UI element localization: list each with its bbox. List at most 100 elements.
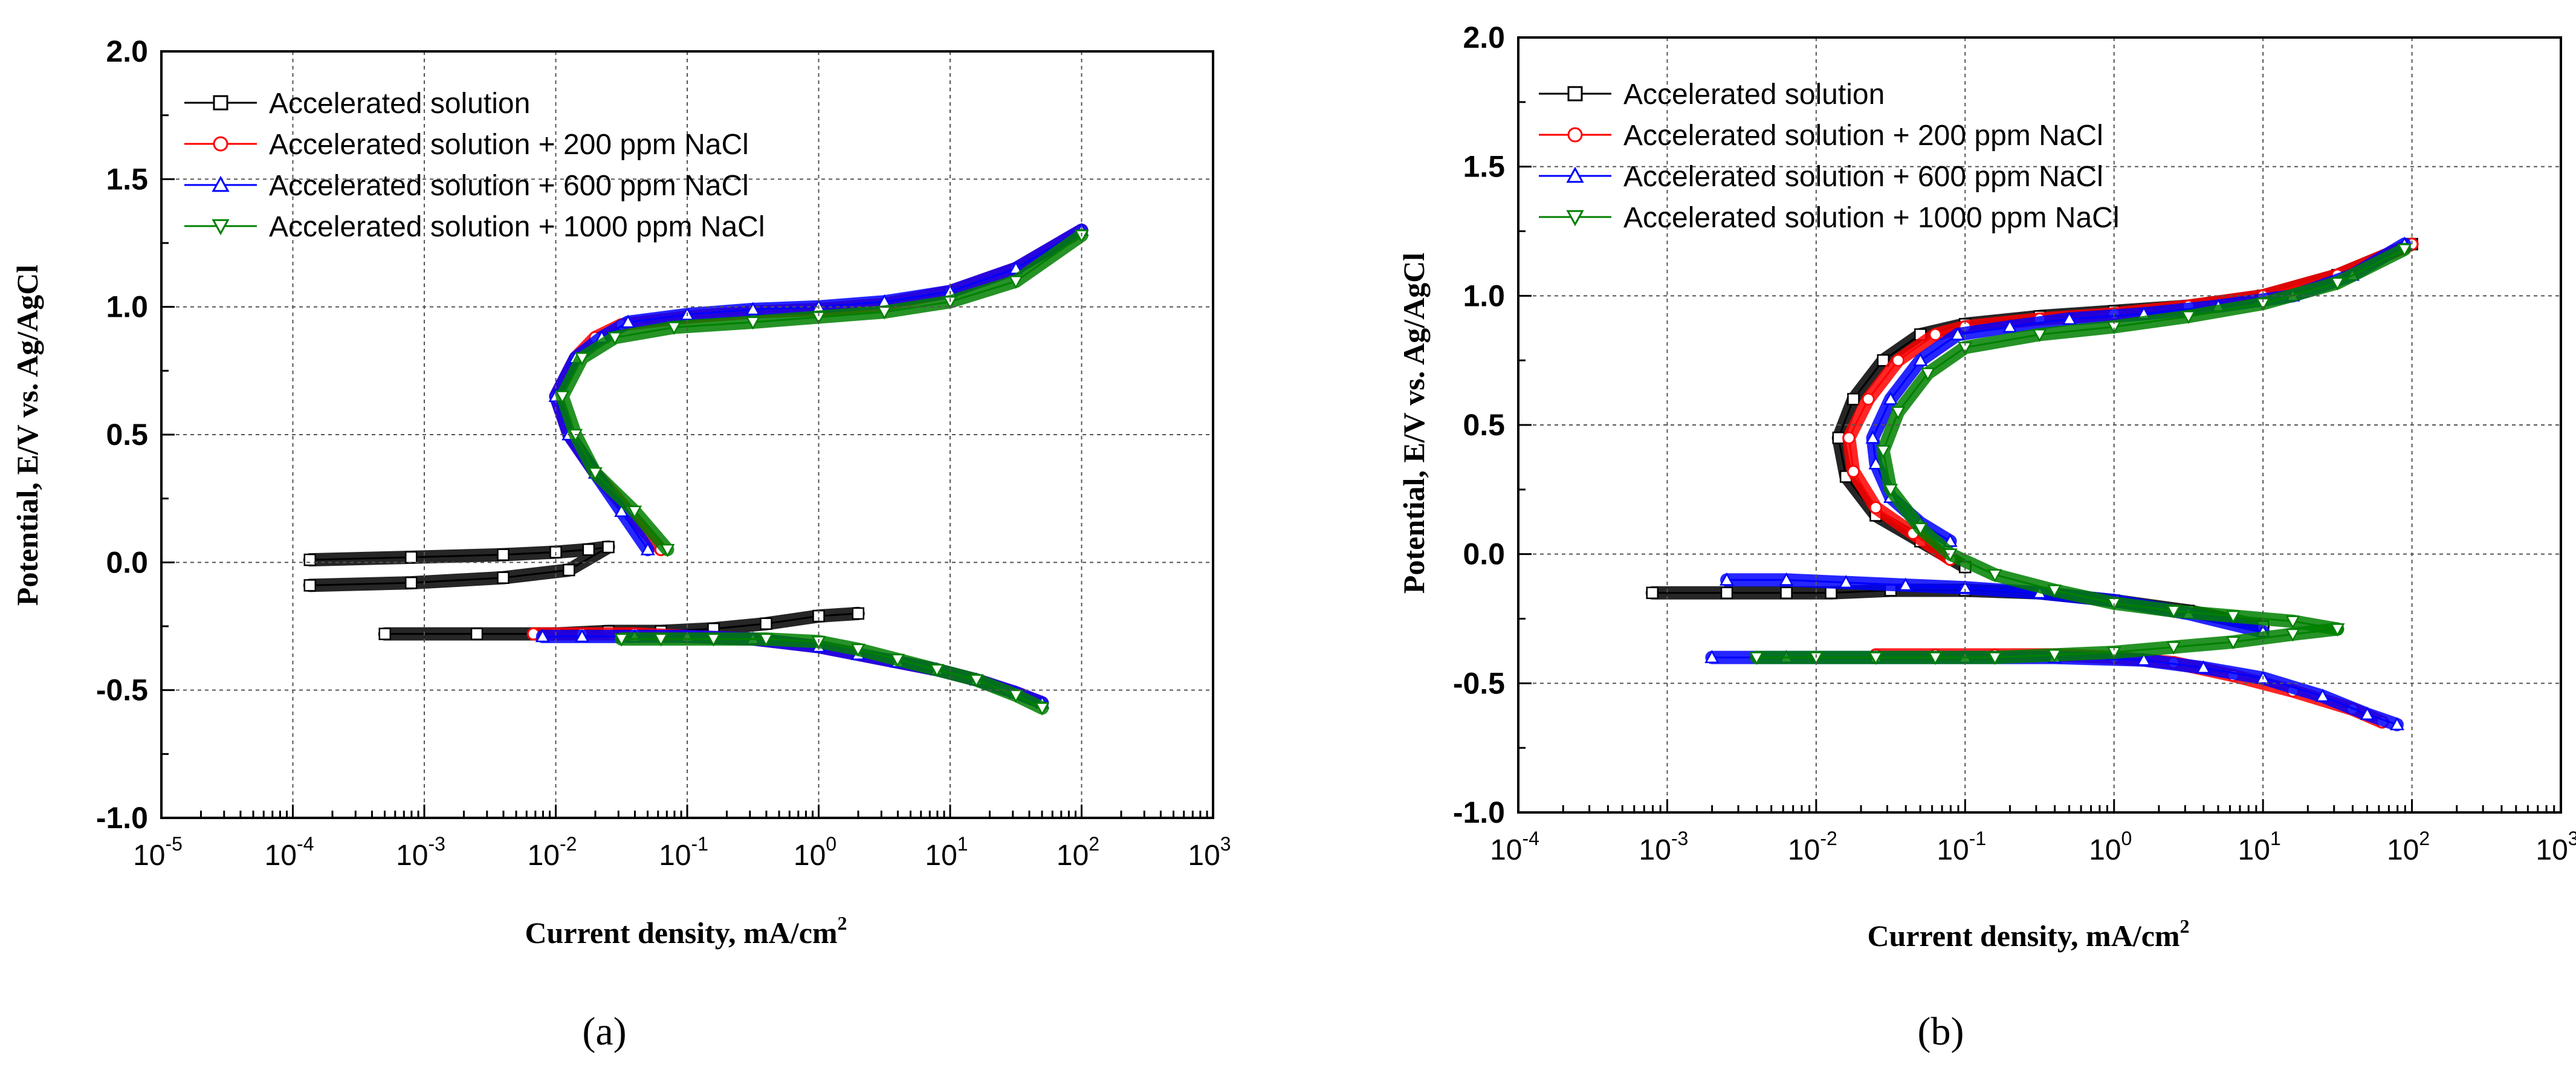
chart-b-y-ticks: -1.0 -0.5 0.0 0.5 1.0 1.5 2.0: [1453, 21, 1532, 829]
data-point: [811, 311, 826, 325]
data-point: [405, 551, 418, 564]
data-point: [1779, 572, 1794, 586]
chart-b-xlabel-sup: 2: [2180, 915, 2190, 937]
legend-label: Accelerated solution: [269, 88, 530, 120]
data-point: [2181, 311, 2196, 325]
data-point: [378, 627, 391, 640]
data-point-marker: [667, 322, 682, 335]
legend-marker-shape: [1567, 86, 1583, 102]
x-tick-label: 10-1: [1937, 828, 1986, 866]
legend-marker: [213, 95, 228, 111]
data-point: [2315, 689, 2330, 702]
data-point-marker: [1883, 484, 1898, 497]
data-point-marker: [1868, 456, 1883, 470]
data-point-marker: [930, 664, 945, 678]
data-point: [2225, 636, 2241, 650]
data-point: [2225, 610, 2241, 624]
panel-label-b: (b): [1918, 1010, 1964, 1054]
data-point: [942, 296, 958, 310]
data-point-marker: [1865, 430, 1880, 444]
y-tick-label: 0.5: [106, 418, 148, 452]
data-point-marker: [563, 563, 575, 577]
data-point: [303, 579, 317, 592]
chart-a-legend: Accelerated solution Accelerated solution…: [184, 88, 765, 243]
x-tick-base: 10: [1188, 840, 1220, 872]
data-point-marker: [1008, 689, 1023, 703]
data-point-marker: [614, 633, 629, 647]
x-tick-exponent: 1: [2270, 828, 2281, 849]
data-point: [1847, 393, 1860, 406]
data-point: [1958, 580, 1973, 594]
data-point-marker: [582, 543, 595, 556]
data-point: [2330, 277, 2345, 291]
data-point: [1749, 652, 1764, 666]
data-point-marker: [1898, 577, 1913, 591]
data-point: [1808, 652, 1824, 666]
data-point-marker: [1847, 393, 1860, 406]
x-tick-label: 10-3: [1639, 828, 1689, 866]
series-line: [561, 235, 1083, 551]
data-point: [1868, 652, 1883, 666]
data-point-marker: [1808, 652, 1824, 666]
data-point-marker: [574, 629, 590, 643]
x-tick-base: 10: [1788, 834, 1820, 866]
data-point: [563, 563, 575, 577]
legend-entry: Accelerated solution + 600 ppm NaCl: [184, 170, 749, 202]
x-tick-label: 100: [2089, 828, 2132, 866]
x-tick-base: 10: [265, 840, 297, 872]
data-point-marker: [303, 553, 317, 566]
data-point-marker: [1862, 393, 1875, 406]
data-point-marker: [850, 643, 866, 657]
x-tick-base: 10: [2387, 834, 2419, 866]
x-tick-exponent: -5: [165, 833, 182, 855]
x-tick-base: 10: [925, 840, 957, 872]
data-point-marker: [405, 551, 418, 564]
data-point: [745, 302, 760, 316]
data-point: [877, 306, 892, 320]
x-tick-label: 10-2: [528, 833, 577, 872]
data-point: [1868, 456, 1883, 470]
data-point: [497, 571, 510, 584]
legend-label: Accelerated solution + 1000 ppm NaCl: [1623, 202, 2119, 234]
data-point-marker: [621, 314, 636, 328]
x-tick-label: 101: [2238, 828, 2281, 866]
y-tick-label: 2.0: [1463, 21, 1505, 54]
data-point: [1862, 393, 1875, 406]
data-point: [667, 322, 682, 335]
data-point-marker: [535, 629, 550, 643]
data-point: [1842, 432, 1856, 444]
data-point-marker: [706, 633, 721, 647]
legend-marker: [1567, 86, 1583, 102]
chart-b-svg: 10-4 10-3 10-2 10-1 100 101 102 103 -1.0-0.50.0…: [1397, 21, 2576, 1054]
data-point: [574, 352, 590, 366]
data-point-marker: [2032, 329, 2047, 342]
data-point-marker: [1987, 569, 2002, 583]
data-point-marker: [497, 548, 510, 561]
x-tick-label: 10-5: [133, 833, 183, 872]
data-point: [582, 543, 595, 556]
data-point: [2285, 628, 2300, 642]
data-point: [2166, 641, 2181, 655]
x-tick-label: 103: [1188, 833, 1231, 872]
legend-marker-shape: [212, 219, 230, 236]
data-point: [2166, 605, 2181, 619]
chart-b-legend: Accelerated solution Accelerated solution…: [1539, 79, 2119, 234]
data-point-marker: [1868, 652, 1883, 666]
data-point-marker: [1842, 432, 1856, 444]
chart-b-xlabel-text: Current density, mA/cm: [1867, 919, 2180, 953]
data-point-marker: [2285, 615, 2300, 629]
data-point: [1719, 572, 1735, 586]
legend-marker-shape: [1566, 166, 1584, 183]
data-point-marker: [1646, 586, 1659, 600]
x-tick-exponent: 3: [1220, 833, 1231, 855]
data-point-marker: [969, 674, 984, 688]
y-tick-label: -1.0: [96, 801, 148, 835]
series-band: [1750, 622, 2345, 664]
data-point-marker: [574, 352, 590, 366]
data-point: [1892, 354, 1904, 367]
data-point-marker: [1913, 352, 1928, 366]
data-point-marker: [2166, 641, 2181, 655]
chart-a-grid: [161, 51, 1213, 818]
data-point: [660, 543, 675, 557]
data-point: [621, 314, 636, 328]
